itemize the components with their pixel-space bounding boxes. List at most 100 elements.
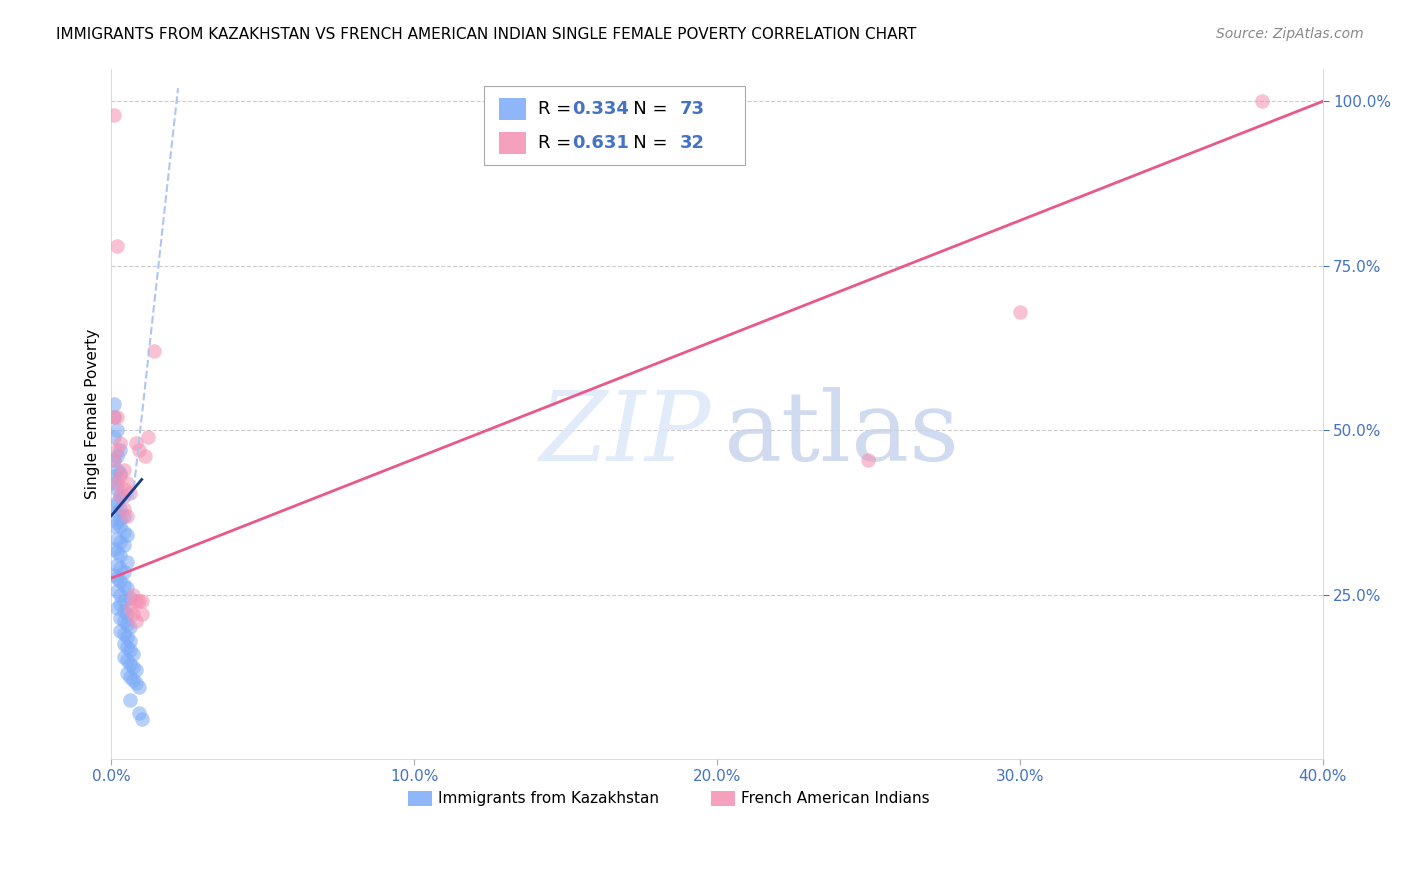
Text: IMMIGRANTS FROM KAZAKHSTAN VS FRENCH AMERICAN INDIAN SINGLE FEMALE POVERTY CORRE: IMMIGRANTS FROM KAZAKHSTAN VS FRENCH AME… xyxy=(56,27,917,42)
Point xyxy=(112,489,135,503)
Point xyxy=(107,483,129,497)
Point xyxy=(103,541,125,556)
Point xyxy=(110,610,132,624)
Point xyxy=(110,588,132,602)
Point xyxy=(121,647,143,661)
Point xyxy=(110,489,132,503)
Point xyxy=(128,442,150,457)
Point xyxy=(112,538,135,552)
Point xyxy=(107,515,129,529)
Point xyxy=(115,630,138,644)
Point xyxy=(131,607,153,622)
Point xyxy=(124,676,146,690)
Point xyxy=(136,430,159,444)
Point xyxy=(118,620,141,634)
Point xyxy=(115,666,138,681)
Point xyxy=(112,483,135,497)
Point xyxy=(112,650,135,665)
Point xyxy=(107,495,129,509)
Point xyxy=(112,614,135,628)
Text: 0.334: 0.334 xyxy=(572,100,628,118)
FancyBboxPatch shape xyxy=(499,97,526,120)
Point xyxy=(103,452,125,467)
Point xyxy=(118,633,141,648)
Point xyxy=(118,591,141,605)
Point xyxy=(103,397,125,411)
FancyBboxPatch shape xyxy=(499,132,526,154)
Point xyxy=(112,627,135,641)
FancyBboxPatch shape xyxy=(485,86,745,165)
Point xyxy=(107,462,129,476)
Point xyxy=(118,485,141,500)
Point xyxy=(103,518,125,533)
Point xyxy=(110,518,132,533)
Text: 73: 73 xyxy=(679,100,704,118)
Point xyxy=(121,673,143,687)
Point xyxy=(110,624,132,638)
Point xyxy=(110,489,132,503)
Point xyxy=(107,239,129,253)
Point xyxy=(112,525,135,540)
Point xyxy=(107,450,129,464)
Point xyxy=(128,706,150,720)
FancyBboxPatch shape xyxy=(711,790,735,805)
Point xyxy=(115,475,138,490)
Point xyxy=(107,571,129,585)
Point xyxy=(118,643,141,657)
Point xyxy=(118,692,141,706)
Text: N =: N = xyxy=(616,134,673,152)
Point xyxy=(107,505,129,519)
Point xyxy=(110,548,132,562)
Point xyxy=(124,663,146,677)
Y-axis label: Single Female Poverty: Single Female Poverty xyxy=(86,328,100,499)
Point xyxy=(110,436,132,450)
Point xyxy=(110,442,132,457)
Text: Immigrants from Kazakhstan: Immigrants from Kazakhstan xyxy=(439,791,659,805)
Point xyxy=(112,604,135,618)
Point xyxy=(1008,305,1031,319)
Point xyxy=(112,577,135,591)
Point xyxy=(128,594,150,608)
Point xyxy=(131,713,153,727)
Point xyxy=(110,561,132,575)
Point xyxy=(134,450,156,464)
Text: R =: R = xyxy=(537,134,576,152)
Point xyxy=(124,594,146,608)
Point xyxy=(107,558,129,572)
Point xyxy=(103,410,125,425)
Point xyxy=(115,653,138,667)
Point xyxy=(115,555,138,569)
Point xyxy=(110,535,132,549)
Point xyxy=(107,410,129,425)
Point xyxy=(118,670,141,684)
Point xyxy=(124,614,146,628)
Point xyxy=(115,528,138,542)
Text: 0.631: 0.631 xyxy=(572,134,628,152)
Point xyxy=(112,565,135,579)
Point xyxy=(103,475,125,490)
Point xyxy=(115,617,138,632)
Point xyxy=(103,430,125,444)
Point xyxy=(115,607,138,622)
Point xyxy=(110,466,132,480)
Point xyxy=(115,640,138,655)
Text: French American Indians: French American Indians xyxy=(741,791,929,805)
Point xyxy=(103,567,125,582)
Point xyxy=(103,469,125,483)
Point xyxy=(107,442,129,457)
Point xyxy=(124,436,146,450)
Point xyxy=(110,502,132,516)
Point xyxy=(107,584,129,599)
Point xyxy=(110,574,132,589)
Point xyxy=(131,594,153,608)
Point xyxy=(103,499,125,513)
Point xyxy=(112,594,135,608)
Point xyxy=(142,344,165,359)
Text: 32: 32 xyxy=(679,134,704,152)
Point xyxy=(121,660,143,674)
Point xyxy=(118,657,141,671)
Point xyxy=(121,588,143,602)
Point xyxy=(115,508,138,523)
Point xyxy=(115,581,138,595)
Point xyxy=(112,462,135,476)
